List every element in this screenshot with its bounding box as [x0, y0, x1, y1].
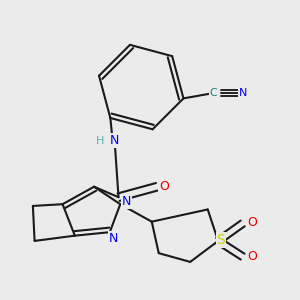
Text: N: N	[110, 134, 120, 147]
Text: O: O	[248, 250, 257, 263]
Text: H: H	[96, 136, 104, 146]
Text: C: C	[209, 88, 217, 98]
Text: N: N	[239, 88, 247, 98]
Text: O: O	[159, 180, 169, 193]
Text: S: S	[217, 233, 225, 247]
Text: O: O	[248, 216, 257, 229]
Text: N: N	[122, 195, 131, 208]
Text: N: N	[109, 232, 118, 245]
